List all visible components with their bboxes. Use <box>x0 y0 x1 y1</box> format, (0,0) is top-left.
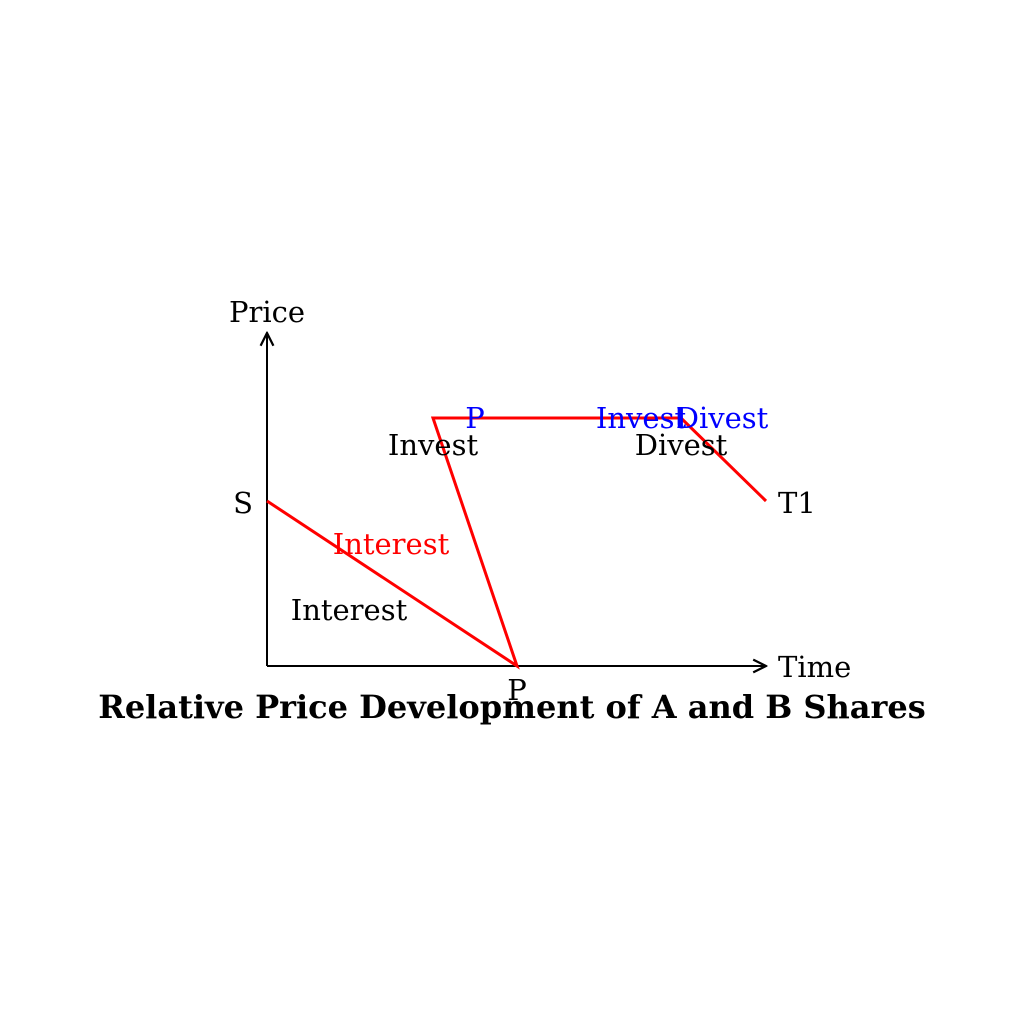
price-path <box>266 416 768 670</box>
p-blue-label: P <box>465 401 485 435</box>
point-label-p: P <box>507 673 527 707</box>
x-axis-label: Time <box>778 650 851 684</box>
divest-blue-label: Divest <box>676 401 769 435</box>
point-label-t1: T1 <box>778 486 816 520</box>
invest-blue-label: Invest <box>596 401 687 435</box>
diagram-title: Relative Price Development of A and B Sh… <box>98 688 926 726</box>
interest-red-label: Interest <box>333 527 450 561</box>
interest-label: Interest <box>291 593 408 627</box>
invest-label: Invest <box>388 428 479 462</box>
y-axis-label: Price <box>229 295 305 329</box>
point-label-s: S <box>233 486 253 520</box>
divest-label: Divest <box>635 428 728 462</box>
